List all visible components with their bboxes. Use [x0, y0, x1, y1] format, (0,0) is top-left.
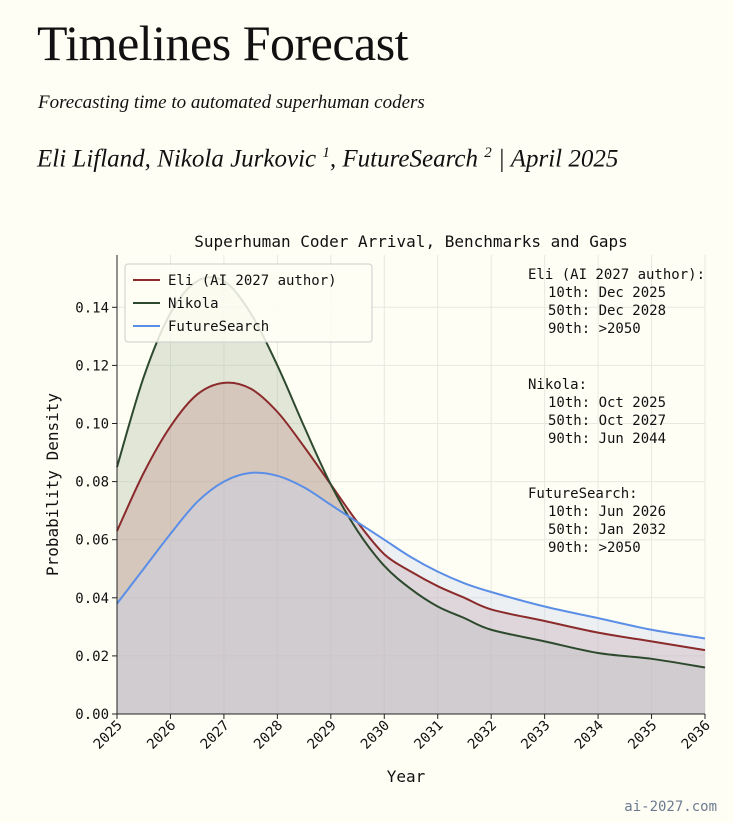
chart-title: Superhuman Coder Arrival, Benchmarks and…: [194, 232, 627, 251]
author-line: Eli Lifland, Nikola Jurkovic 1, FutureSe…: [37, 145, 619, 173]
y-tick-label: 0.04: [75, 591, 109, 607]
site-watermark[interactable]: ai-2027.com: [624, 799, 717, 815]
author-futuresearch: FutureSearch: [342, 145, 478, 173]
publication-date: April 2025: [510, 145, 619, 173]
x-axis-label: Year: [387, 767, 426, 786]
author-nikola: Nikola Jurkovic: [157, 145, 317, 173]
annotation-line: 90th: >2050: [548, 540, 641, 556]
x-tick-label: 2035: [625, 718, 660, 753]
percentile-annotations: Eli (AI 2027 author): 10th: Dec 2025 50th:…: [528, 267, 705, 556]
annotation-header: Nikola:: [528, 377, 587, 393]
annotation-line: 50th: Jan 2032: [548, 522, 666, 538]
page-subtitle: Forecasting time to automated superhuman…: [38, 92, 425, 113]
footnote-marker-2: 2: [484, 145, 492, 161]
annotation-line: 50th: Dec 2028: [548, 303, 666, 319]
annotation-line: 10th: Oct 2025: [548, 395, 666, 411]
y-tick-label: 0.08: [75, 475, 109, 491]
series-line-futuresearch: [116, 471, 706, 640]
x-tick-label: 2033: [518, 718, 553, 753]
legend-label: Eli (AI 2027 author): [168, 273, 337, 289]
x-tick-label: 2031: [411, 718, 446, 753]
legend-box: [124, 263, 373, 343]
legend: Eli (AI 2027 author) Nikola FutureSearch: [124, 263, 373, 343]
page-title: Timelines Forecast: [37, 15, 409, 71]
x-tick-label: 2030: [358, 718, 393, 753]
area-futuresearch: [117, 472, 705, 714]
legend-label: FutureSearch: [168, 319, 269, 335]
annotation-line: 50th: Oct 2027: [548, 413, 666, 429]
y-tick-label: 0.06: [75, 533, 109, 549]
x-tick-label: 2036: [679, 718, 714, 753]
x-tick-label: 2034: [572, 718, 607, 753]
x-tick-label: 2029: [304, 718, 339, 753]
annotation-line: 10th: Dec 2025: [548, 285, 666, 301]
annotation-line: 90th: >2050: [548, 321, 641, 337]
area-nikola: [117, 277, 705, 714]
annotation-line: 90th: Jun 2044: [548, 431, 666, 447]
y-tick-label: 0.10: [75, 416, 109, 432]
author-eli: Eli Lifland: [37, 145, 145, 173]
x-tick-label: 2032: [465, 718, 500, 753]
y-tick-label: 0.14: [75, 300, 109, 316]
annotation-header: Eli (AI 2027 author):: [528, 267, 705, 283]
legend-label: Nikola: [168, 296, 219, 312]
y-tick-label: 0.12: [75, 358, 109, 374]
x-tick-label: 2027: [198, 718, 233, 753]
area-eli: [117, 382, 705, 714]
author-separator: |: [498, 145, 505, 173]
x-tick-label: 2028: [251, 718, 286, 753]
footnote-marker-1: 1: [322, 145, 330, 161]
x-tick-label: 2026: [144, 718, 179, 753]
annotation-line: 10th: Jun 2026: [548, 504, 666, 520]
y-tick-label: 0.00: [75, 707, 109, 723]
y-axis-label: Probability Density: [43, 393, 62, 576]
annotation-header: FutureSearch:: [528, 486, 638, 502]
y-tick-label: 0.02: [75, 649, 109, 665]
